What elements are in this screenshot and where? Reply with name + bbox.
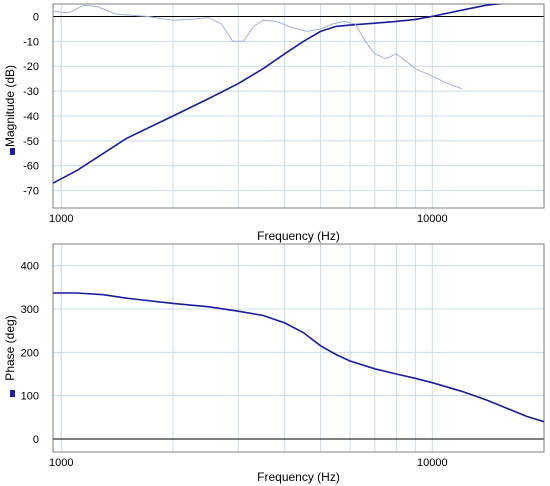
- magnitude-frame: [52, 3, 545, 209]
- magnitude-y-tick-label: -10: [23, 36, 39, 48]
- phase-y-tick-label: 400: [21, 261, 39, 273]
- phase-frame: [52, 243, 545, 453]
- phase-y-tick-label: 100: [21, 391, 39, 403]
- phase-plot-area: [53, 244, 544, 452]
- magnitude-y-tick-label: -20: [23, 61, 39, 73]
- magnitude-series-marker: [10, 148, 15, 155]
- phase-x-tick-label: 1000: [49, 457, 73, 469]
- magnitude-y-tick-label: -40: [23, 111, 39, 123]
- magnitude-y-tick-label: -50: [23, 136, 39, 148]
- magnitude-series-line-2: [53, 4, 462, 90]
- phase-y-tick-label: 200: [21, 347, 39, 359]
- magnitude-plot-area: [53, 4, 544, 208]
- phase-x-axis-label: Frequency (Hz): [257, 470, 340, 484]
- phase-x-tick-label: 10000: [417, 457, 448, 469]
- phase-y-tick-label: 300: [21, 304, 39, 316]
- phase-series-marker: [10, 390, 15, 397]
- magnitude-y-tick-label: 0: [33, 11, 39, 23]
- magnitude-x-tick-label: 10000: [417, 213, 448, 225]
- magnitude-y-tick-label: -60: [23, 161, 39, 173]
- magnitude-series-line-1: [53, 4, 505, 184]
- magnitude-x-axis-label: Frequency (Hz): [257, 229, 340, 243]
- magnitude-x-tick-label: 1000: [49, 213, 73, 225]
- magnitude-y-tick-label: -70: [23, 186, 39, 198]
- phase-y-tick-label: 0: [33, 434, 39, 446]
- phase-y-axis-label: Phase (deg): [3, 315, 17, 380]
- phase-series-line-1: [53, 292, 544, 423]
- magnitude-y-tick-label: -30: [23, 86, 39, 98]
- magnitude-y-axis-label: Magnitude (dB): [3, 65, 17, 147]
